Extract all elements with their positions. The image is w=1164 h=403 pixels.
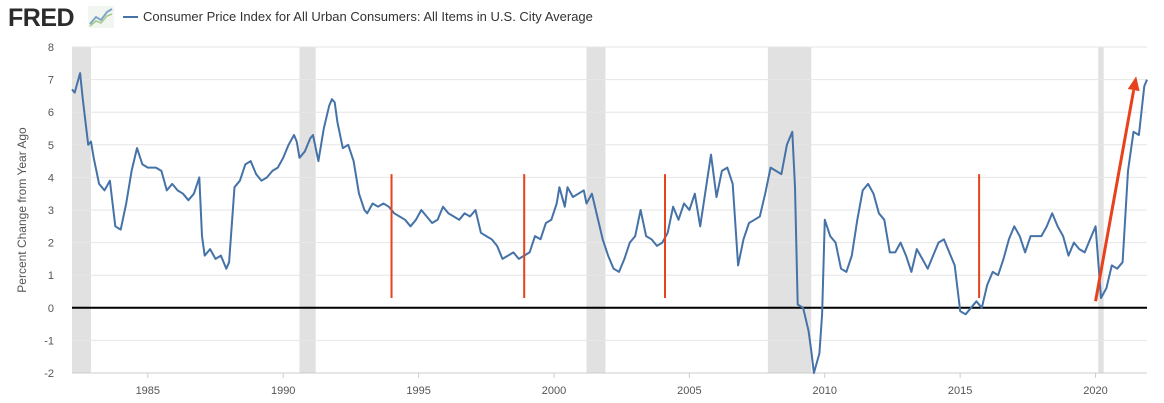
x-tick-label: 1995: [406, 385, 430, 397]
x-tick-label: 2015: [948, 385, 972, 397]
y-tick-label: -1: [44, 335, 54, 347]
legend-label: Consumer Price Index for All Urban Consu…: [143, 9, 593, 24]
annotations: [390, 76, 1140, 302]
trend-arrow-head: [1127, 76, 1140, 92]
y-tick-label: 4: [48, 172, 54, 184]
x-tick-label: 2005: [677, 385, 701, 397]
chart-legend[interactable]: Consumer Price Index for All Urban Consu…: [123, 9, 593, 24]
x-tick-label: 1990: [271, 385, 295, 397]
y-axis-label: Percent Change from Year Ago: [15, 127, 29, 293]
recession-bands: [72, 47, 1104, 373]
line-chart-icon: [88, 6, 114, 28]
x-tick-label: 1985: [136, 385, 160, 397]
y-tick-label: 0: [48, 303, 54, 315]
x-tick-label: 2020: [1083, 385, 1107, 397]
chart-header: FRED Consumer Price Index for All Urban …: [0, 0, 1164, 36]
y-tick-label: 6: [48, 107, 54, 119]
cpi-series-line[interactable]: [71, 72, 1148, 374]
fred-logo[interactable]: FRED: [8, 4, 75, 32]
y-tick-label: 7: [48, 75, 54, 87]
y-tick-label: 1: [48, 270, 54, 282]
y-axis-ticks: -2 -1 0 1 2 3 4 5 6 7 8: [44, 42, 54, 380]
y-tick-label: 5: [48, 140, 54, 152]
y-tick-label: 2: [48, 238, 54, 250]
y-tick-label: 3: [48, 205, 54, 217]
x-tick-label: 2000: [542, 385, 566, 397]
y-tick-label: 8: [48, 42, 54, 54]
trend-arrow-shaft: [1094, 89, 1136, 302]
y-tick-label: -2: [44, 368, 54, 380]
x-tick-label: 2010: [813, 385, 837, 397]
x-axis-ticks: 1985 1990 1995 2000 2005 2010 2015 2020: [72, 372, 1147, 397]
legend-swatch: [123, 15, 138, 18]
